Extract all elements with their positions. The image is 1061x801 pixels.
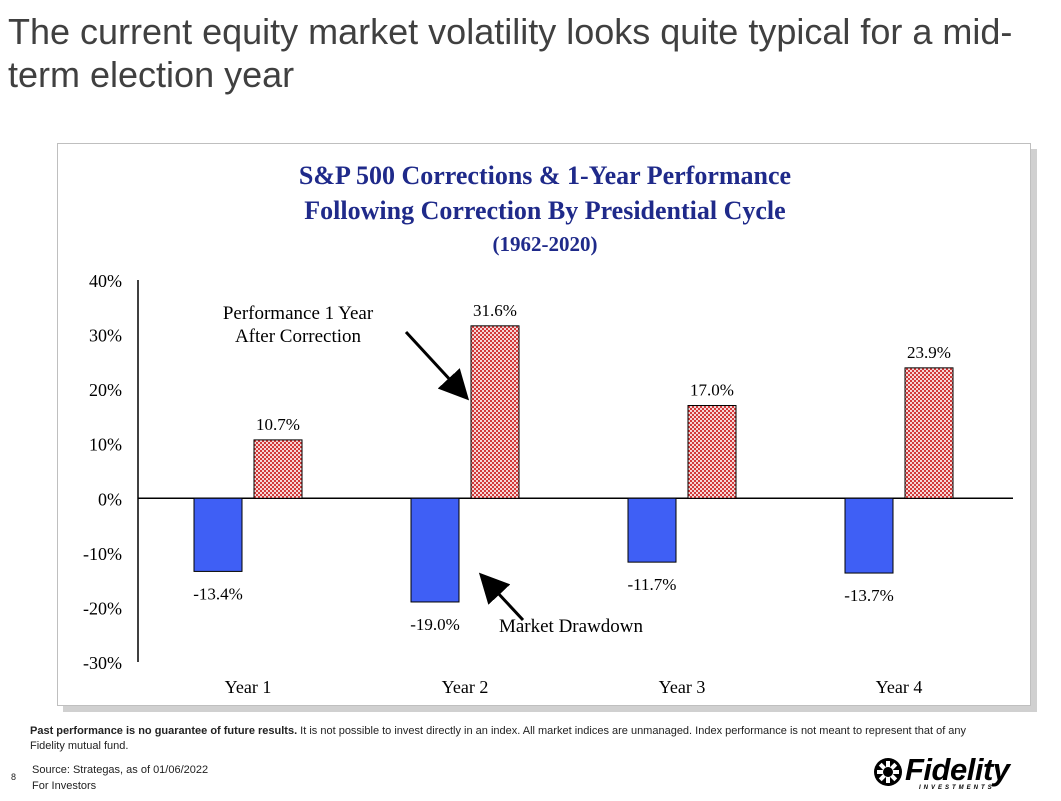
performance-data-label: 17.0% xyxy=(690,381,734,400)
disclaimer-text: It is not possible to invest directly in… xyxy=(30,725,967,752)
drawdown-data-label: -13.4% xyxy=(193,584,243,603)
performance-bar xyxy=(253,439,303,499)
performance-data-label: 23.9% xyxy=(907,343,951,362)
drawdown-data-label: -19.0% xyxy=(410,615,460,634)
drawdown-bar xyxy=(410,497,460,603)
y-tick-label: -20% xyxy=(83,598,122,618)
slide-title: The current equity market volatility loo… xyxy=(8,11,1013,95)
x-category-label: Year 3 xyxy=(659,677,706,697)
drawdown-data-label: -11.7% xyxy=(628,575,677,594)
y-tick-label: 0% xyxy=(98,489,122,509)
chart-title-line-3: (1962-2020) xyxy=(493,232,598,256)
x-category-label: Year 4 xyxy=(876,677,923,697)
annotation-text-line-1: Performance 1 Year xyxy=(223,303,374,324)
annotation-arrow-drawdown xyxy=(478,572,525,622)
annotation-text-drawdown: Market Drawdown xyxy=(499,616,644,637)
performance-data-label: 31.6% xyxy=(473,301,517,320)
fidelity-logo: Fidelity INVESTMENTS xyxy=(873,752,1043,794)
drawdown-bar xyxy=(844,497,894,574)
y-tick-label: 10% xyxy=(89,435,122,455)
chart-panel: S&P 500 Corrections & 1-Year Performance… xyxy=(57,143,1031,706)
y-tick-label: -30% xyxy=(83,653,122,673)
x-category-label: Year 1 xyxy=(225,677,272,697)
x-category-label: Year 2 xyxy=(442,677,489,697)
performance-bar xyxy=(470,325,520,499)
y-tick-label: 20% xyxy=(89,380,122,400)
drawdown-bar xyxy=(193,497,243,572)
y-tick-label: 40% xyxy=(89,271,122,291)
chart-title-line-2: Following Correction By Presidential Cyc… xyxy=(304,196,785,225)
disclaimer: Past performance is no guarantee of futu… xyxy=(30,724,990,754)
logo-tagline: INVESTMENTS xyxy=(919,785,995,791)
performance-bar xyxy=(687,405,737,499)
annotation-text-line-2: After Correction xyxy=(235,326,362,347)
performance-data-label: 10.7% xyxy=(256,415,300,434)
pyramid-icon xyxy=(874,758,902,786)
drawdown-bar xyxy=(627,497,677,563)
logo-wordmark: Fidelity xyxy=(905,752,1010,787)
disclaimer-bold: Past performance is no guarantee of futu… xyxy=(30,725,298,737)
annotation-arrow-performance xyxy=(404,330,470,401)
performance-bar xyxy=(904,367,954,499)
y-tick-label: -10% xyxy=(83,544,122,564)
page-number: 8 xyxy=(11,772,17,782)
audience-note: For Investors xyxy=(32,780,97,792)
drawdown-data-label: -13.7% xyxy=(844,586,894,605)
source-note: Source: Strategas, as of 01/06/2022 xyxy=(32,764,209,776)
chart-title-line-1: S&P 500 Corrections & 1-Year Performance xyxy=(299,161,791,190)
y-tick-label: 30% xyxy=(89,326,122,346)
bar-chart: S&P 500 Corrections & 1-Year Performance… xyxy=(83,161,1013,697)
